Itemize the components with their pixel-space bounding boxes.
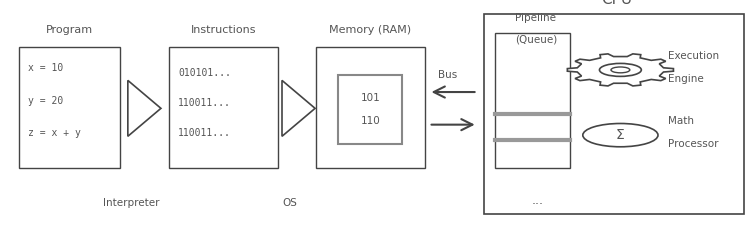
Text: ...: ... [532, 194, 544, 207]
Text: Processor: Processor [668, 140, 718, 149]
Text: 110011...: 110011... [178, 128, 231, 138]
Text: Instructions: Instructions [191, 25, 256, 35]
Text: CPU: CPU [601, 0, 632, 7]
FancyBboxPatch shape [484, 14, 744, 214]
Text: Engine: Engine [668, 74, 704, 84]
Circle shape [599, 63, 641, 76]
Polygon shape [567, 54, 674, 86]
Text: Math: Math [668, 116, 694, 126]
Text: z = x + y: z = x + y [28, 128, 80, 138]
Text: Pipeline: Pipeline [515, 13, 556, 23]
Text: (Queue): (Queue) [515, 34, 557, 44]
FancyBboxPatch shape [19, 47, 120, 168]
Text: 110: 110 [360, 116, 381, 126]
Circle shape [583, 123, 658, 147]
Text: Program: Program [46, 25, 93, 35]
Text: x = 10: x = 10 [28, 63, 63, 73]
Text: y = 20: y = 20 [28, 96, 63, 106]
Text: Bus: Bus [438, 70, 457, 79]
FancyBboxPatch shape [495, 33, 570, 168]
Text: 110011...: 110011... [178, 98, 231, 108]
FancyBboxPatch shape [338, 75, 402, 144]
Text: 101: 101 [360, 93, 381, 103]
Text: Execution: Execution [668, 51, 719, 61]
FancyBboxPatch shape [316, 47, 425, 168]
Text: $\Sigma$: $\Sigma$ [615, 128, 626, 142]
Text: 010101...: 010101... [178, 68, 231, 78]
Text: Interpreter: Interpreter [103, 198, 160, 208]
Text: Memory (RAM): Memory (RAM) [329, 25, 411, 35]
Text: OS: OS [282, 198, 297, 208]
FancyBboxPatch shape [169, 47, 278, 168]
